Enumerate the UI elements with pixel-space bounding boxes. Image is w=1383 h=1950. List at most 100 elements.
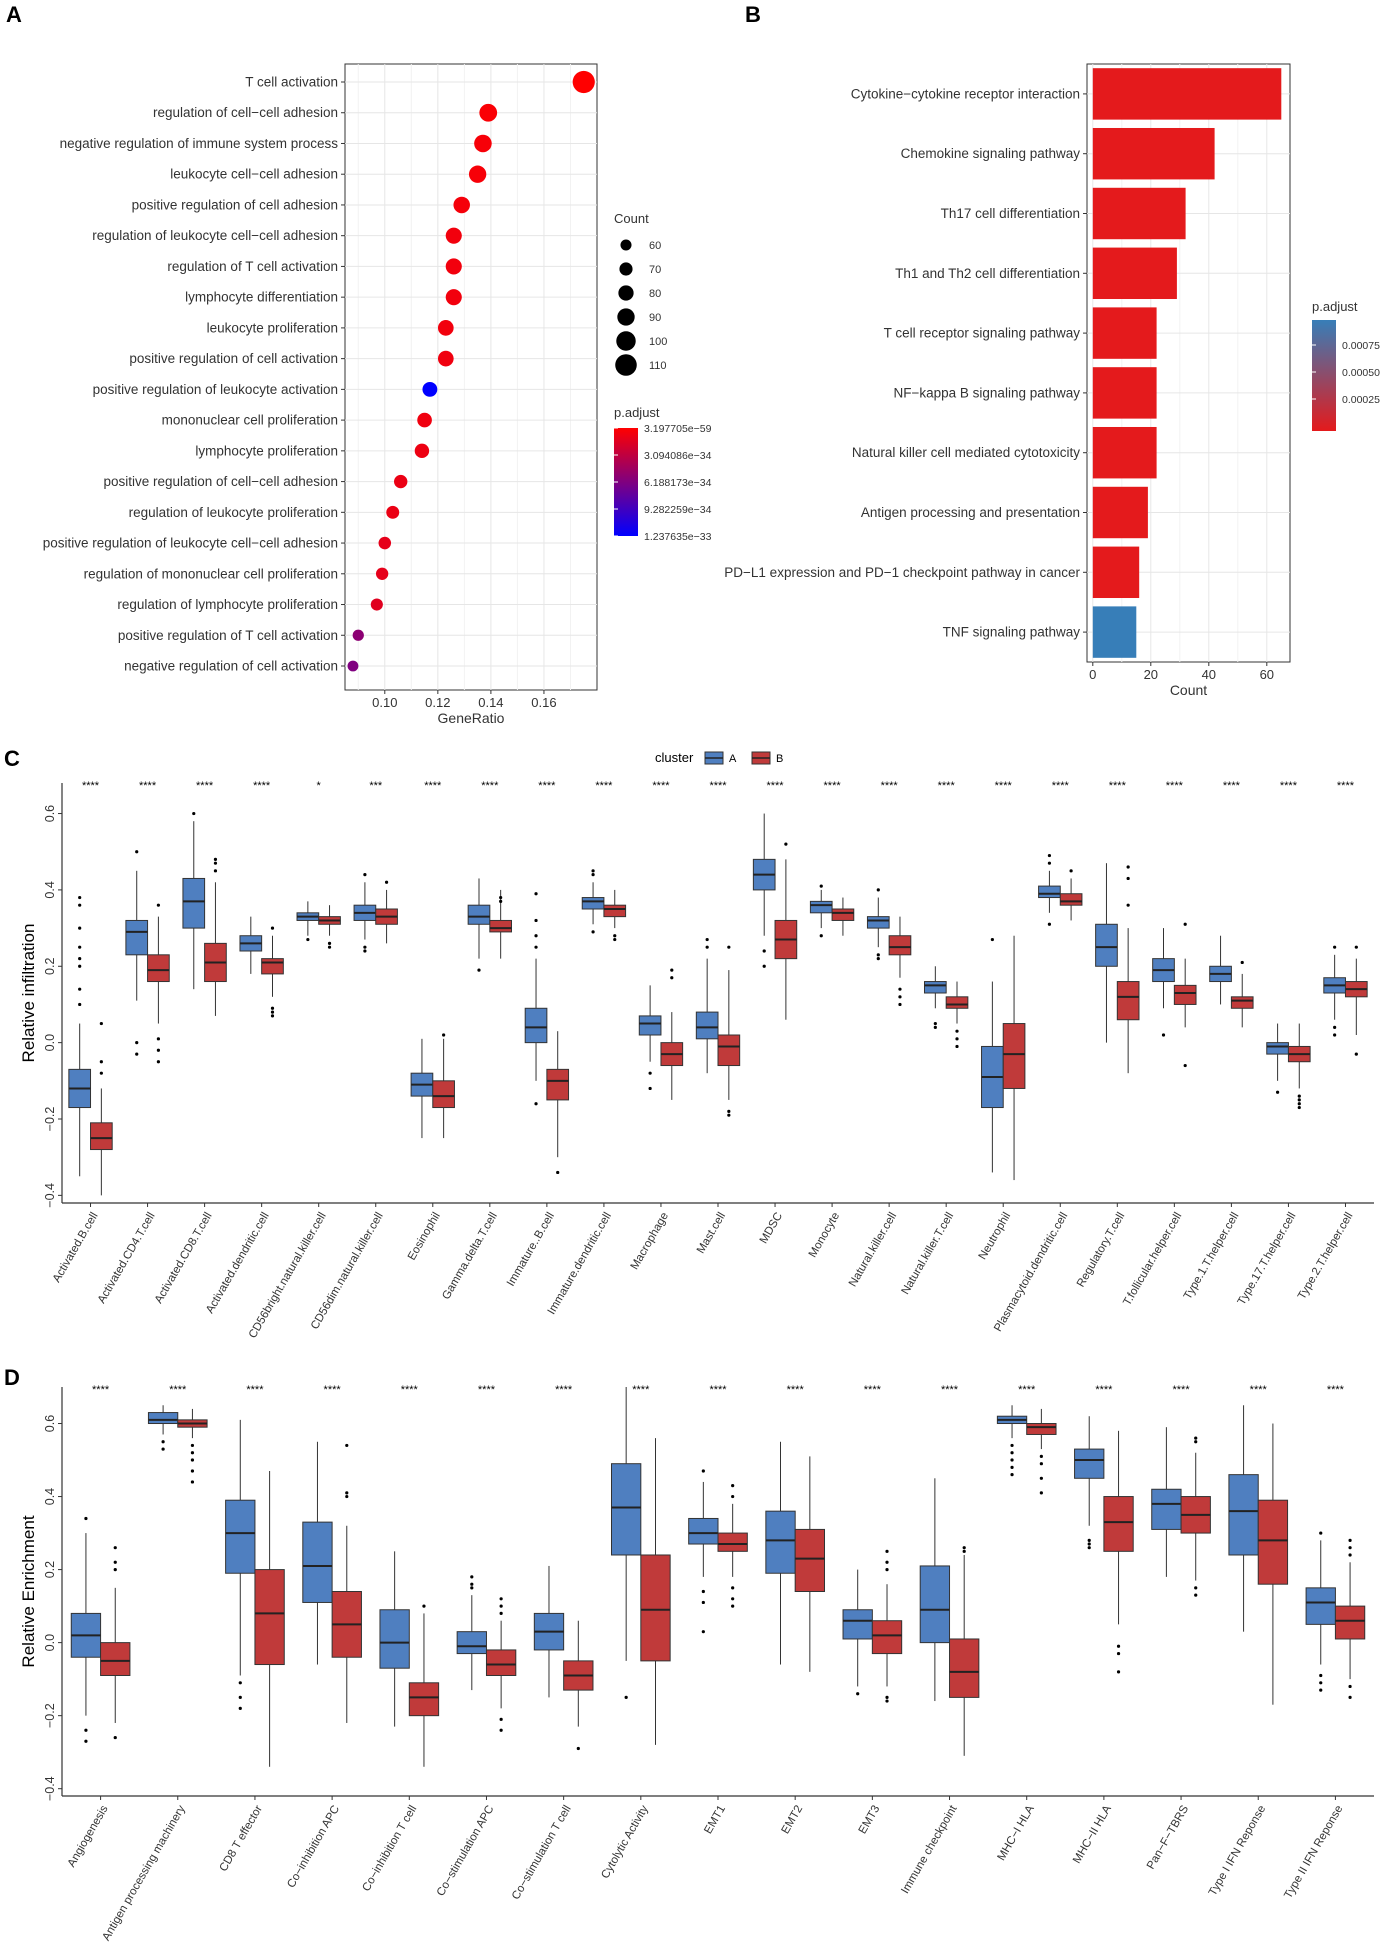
box-outlier — [1126, 903, 1130, 907]
category-label: Activated.CD8.T.cell — [153, 1211, 215, 1306]
significance-label: **** — [864, 1384, 882, 1396]
box-outlier — [1348, 1546, 1352, 1550]
panel-a-term-label: positive regulation of cell activation — [129, 351, 338, 366]
box-a — [842, 1609, 873, 1640]
category-label: Immune checkpoint — [899, 1803, 960, 1896]
panel-a-term-label: negative regulation of cell activation — [124, 659, 338, 674]
box-outlier — [190, 1458, 195, 1462]
panel-b-bar — [1092, 68, 1282, 120]
box-outlier — [270, 1014, 275, 1018]
box-outlier — [933, 1025, 937, 1029]
y-tick-label: −0.2 — [43, 1703, 57, 1728]
category-label: Type.2.T.helper.cell — [1296, 1211, 1356, 1302]
y-tick-label: 0.0 — [43, 1034, 57, 1051]
box-outlier — [819, 934, 823, 938]
box-outlier — [701, 1600, 705, 1605]
box-outlier — [670, 968, 674, 972]
category-label: Co−inhibition T cell — [360, 1804, 419, 1894]
box-outlier — [670, 976, 674, 980]
significance-label: **** — [478, 1384, 496, 1396]
box-outlier — [731, 1483, 735, 1488]
box-outlier — [762, 949, 766, 953]
significance-label: **** — [555, 1384, 573, 1396]
box-outlier — [213, 869, 218, 873]
panel-c-legend-label: B — [776, 753, 783, 765]
box-a — [1266, 1042, 1289, 1055]
panel-b-legend-title: p.adjust — [1312, 299, 1358, 314]
category-label: Type.17.T.helper.cell — [1236, 1211, 1299, 1308]
panel-b-legend-label: 0.00025 — [1342, 394, 1380, 406]
category-label: Macrophage — [629, 1211, 671, 1272]
panel-a-count-legend-dot — [618, 285, 634, 301]
panel-a-term-label: leukocyte cell−cell adhesion — [170, 167, 338, 182]
panel-b-barplot: 0 20 40 60 Cytokine−cytokine receptor intera… — [724, 63, 1380, 698]
panel-b-x-tick-label: 40 — [1202, 667, 1216, 682]
significance-label: **** — [632, 1384, 650, 1396]
significance-label: **** — [82, 780, 100, 792]
panel-label-b: B — [745, 2, 761, 27]
box-outlier — [1039, 1454, 1043, 1458]
category-label: Type I IFN Reponse — [1207, 1804, 1269, 1899]
box-outlier — [1087, 1538, 1091, 1542]
panel-c-boxplot: −0.4 −0.2 0.0 0.2 0.4 0.6 Relative infiltratio… — [19, 750, 1374, 1341]
box-b — [945, 996, 969, 1009]
box-outlier — [477, 968, 481, 972]
box-outlier — [1333, 1033, 1337, 1037]
significance-label: **** — [1095, 1384, 1113, 1396]
panel-b-category-label: Th1 and Th2 cell differentiation — [895, 266, 1080, 281]
box-outlier — [192, 811, 196, 816]
panel-a-dot — [378, 536, 392, 550]
box-outlier — [1126, 865, 1130, 869]
box-outlier — [363, 873, 367, 877]
box-b — [871, 1620, 903, 1655]
box-outlier — [1087, 1542, 1091, 1546]
box-outlier — [442, 1033, 446, 1037]
y-tick-label: −0.4 — [43, 1776, 57, 1801]
panel-a-count-legend-title: Count — [614, 211, 649, 226]
y-tick-label: −0.2 — [43, 1107, 57, 1132]
box-outlier — [731, 1597, 735, 1601]
panel-a-term-label: T cell activation — [245, 75, 338, 90]
box-outlier — [1010, 1465, 1014, 1469]
box-outlier — [113, 1735, 117, 1740]
panel-label-a: A — [6, 2, 22, 27]
panel-a-term-label: regulation of cell−cell adhesion — [153, 105, 338, 120]
box-outlier — [1194, 1436, 1198, 1440]
box-outlier — [384, 880, 389, 884]
box-outlier — [856, 1692, 860, 1696]
category-label: Pan−F−TBRS — [1145, 1803, 1191, 1871]
panel-b-category-label: Natural killer cell mediated cytotoxicit… — [852, 445, 1080, 460]
box-outlier — [270, 926, 275, 930]
box-b — [432, 1080, 455, 1109]
box-b — [717, 1532, 748, 1552]
box-outlier — [78, 987, 82, 991]
category-label: Natural.killer.cell — [847, 1211, 899, 1290]
box-b — [408, 1682, 440, 1717]
panel-a-dot — [370, 598, 383, 611]
box-b — [1116, 981, 1140, 1021]
box-outlier — [135, 1041, 139, 1045]
box-outlier — [731, 1494, 735, 1499]
box-b — [640, 1554, 671, 1662]
box-b — [1103, 1496, 1134, 1552]
panel-a-count-legend-label: 110 — [649, 360, 667, 372]
panel-a-term-label: lymphocyte differentiation — [185, 290, 338, 305]
box-outlier — [345, 1491, 349, 1495]
box-outlier — [1047, 861, 1052, 865]
significance-label: **** — [995, 780, 1013, 792]
box-outlier — [727, 1113, 731, 1117]
box-a — [638, 1015, 662, 1036]
box-outlier — [99, 1060, 103, 1064]
box-outlier — [955, 1044, 959, 1049]
box-outlier — [701, 1589, 705, 1594]
panel-a-term-label: positive regulation of leukocyte activat… — [93, 382, 338, 397]
category-label: Cytolytic Activity — [599, 1803, 651, 1881]
box-a — [809, 900, 833, 914]
significance-label: **** — [1109, 780, 1127, 792]
box-outlier — [84, 1739, 88, 1743]
significance-label: **** — [424, 780, 442, 792]
significance-label: **** — [246, 1384, 264, 1396]
box-outlier — [156, 1037, 161, 1041]
panel-c-legend-title: cluster — [655, 750, 694, 765]
box-outlier — [885, 1567, 889, 1572]
